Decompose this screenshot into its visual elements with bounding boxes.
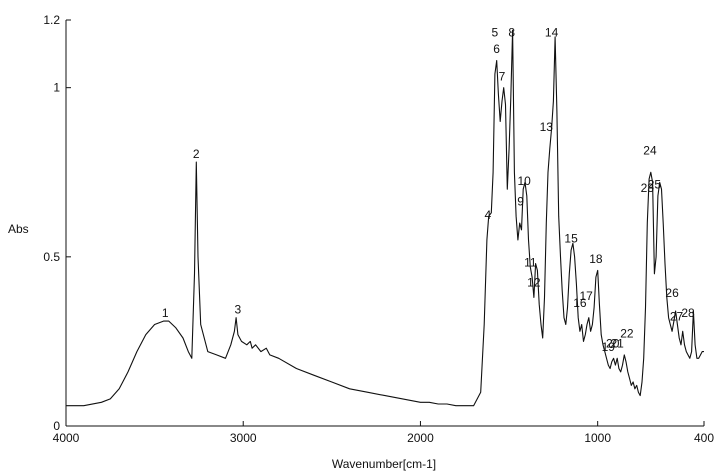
peak-label: 1 [162, 306, 169, 320]
peak-label: 18 [589, 252, 603, 266]
peak-label: 16 [573, 296, 587, 310]
peak-label: 7 [499, 69, 506, 83]
peak-label: 25 [648, 178, 662, 192]
peak-label: 10 [517, 174, 531, 188]
x-tick-label: 2000 [407, 431, 434, 445]
spectrum-line [66, 29, 704, 407]
peak-label: 27 [670, 310, 684, 324]
series-group [66, 29, 704, 407]
peak-label: 14 [545, 25, 559, 39]
peak-label: 9 [517, 194, 524, 208]
peak-label: 13 [540, 120, 554, 134]
x-tick-label: 1000 [584, 431, 611, 445]
peak-label: 15 [564, 232, 578, 246]
peak-label: 8 [508, 25, 515, 39]
y-tick-label: 1.2 [43, 13, 60, 27]
peak-label: 23 [641, 181, 655, 195]
y-axis-label: Abs [8, 222, 29, 236]
peak-label: 5 [492, 25, 499, 39]
y-tick-label: 0.5 [43, 250, 60, 264]
peak-label: 4 [484, 208, 491, 222]
peak-label: 17 [579, 289, 593, 303]
peak-label: 24 [643, 144, 657, 158]
peak-label: 2 [193, 147, 200, 161]
x-tick-label: 3000 [230, 431, 257, 445]
peak-label: 19 [602, 340, 616, 354]
peak-labels: 1234567891011121314151617181920212223242… [162, 25, 695, 354]
x-tick-label: 4000 [53, 431, 80, 445]
y-tick-label: 0 [53, 419, 60, 433]
x-axis-label: Wavenumber[cm-1] [332, 457, 436, 471]
peak-label: 6 [493, 42, 500, 56]
peak-label: 21 [610, 337, 624, 351]
peak-label: 22 [620, 326, 634, 340]
peak-label: 3 [235, 303, 242, 317]
y-tick-label: 1 [53, 81, 60, 95]
peak-label: 11 [524, 255, 537, 269]
peak-label: 12 [527, 276, 541, 290]
peak-label: 26 [665, 286, 679, 300]
x-tick-label: 400 [694, 431, 714, 445]
peak-label: 28 [681, 306, 695, 320]
peak-label: 20 [606, 337, 620, 351]
